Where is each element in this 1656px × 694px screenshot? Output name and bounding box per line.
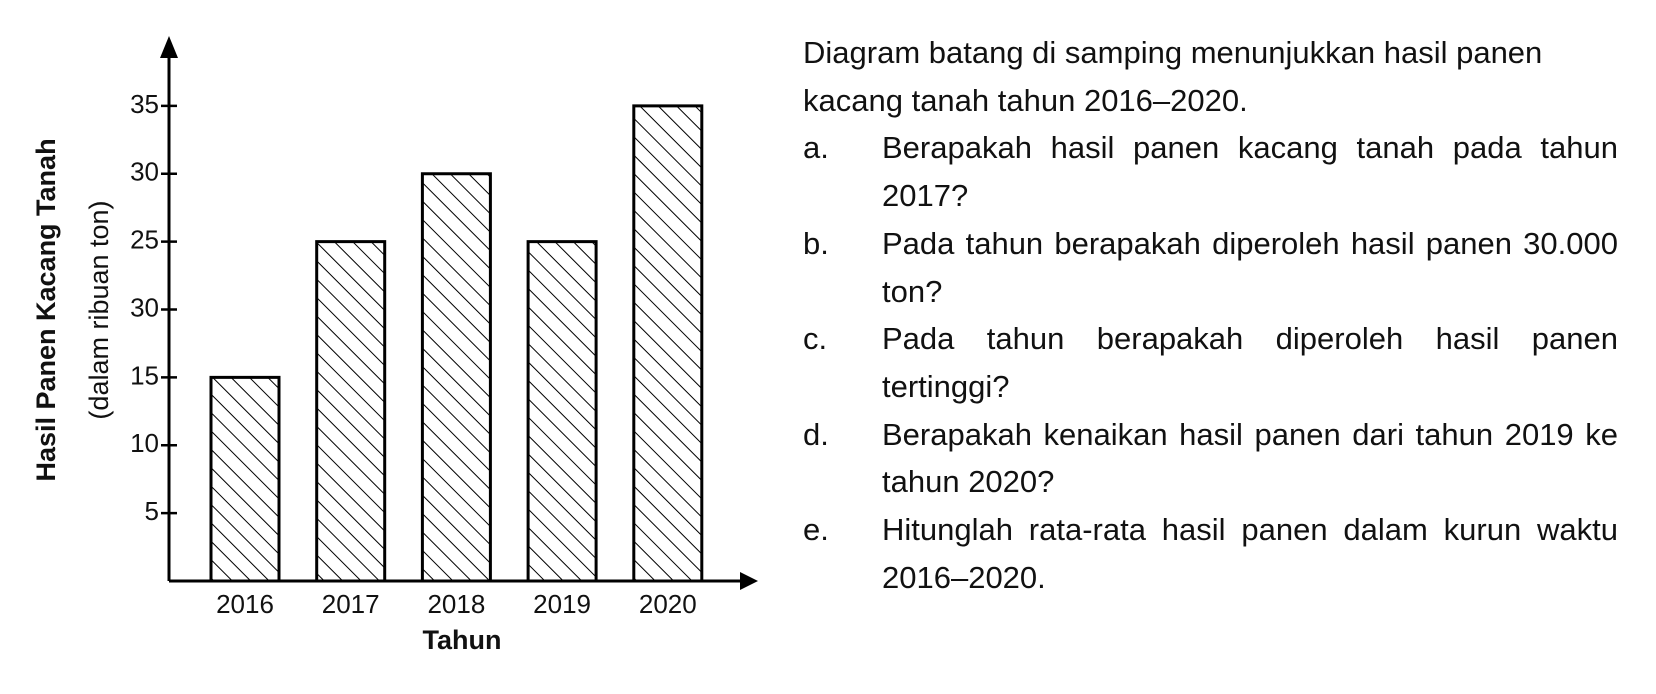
chart: Hasil Panen Kacang Tanah (dalam ribuan t…	[31, 36, 758, 655]
bar	[209, 375, 281, 583]
y-tick-label: 30	[130, 157, 159, 187]
bar	[315, 240, 387, 583]
y-tick-label: 30	[130, 292, 159, 322]
question: a. Berapakah hasil panen kacang tanah pad…	[803, 124, 1618, 219]
y-axis-note: (dalam ribuan ton)	[84, 200, 114, 419]
question-text: Pada tahun berapakah diperoleh hasil pan…	[882, 321, 1618, 404]
y-axis-title: Hasil Panen Kacang Tanah	[31, 138, 61, 481]
question: b. Pada tahun berapakah diperoleh hasil p…	[803, 220, 1618, 315]
y-tick-label: 5	[145, 496, 159, 526]
x-tick-label: 2020	[639, 589, 697, 619]
x-axis-arrow	[740, 572, 758, 590]
intro-text: Diagram batang di samping menunjukkan ha…	[803, 35, 1543, 118]
y-tick-label: 10	[130, 428, 159, 458]
question-text: Berapakah kenaikan hasil panen dari tahu…	[882, 416, 1618, 500]
x-tick-label: 2018	[427, 589, 485, 619]
question-text: Berapakah hasil panen kacang tanah pada …	[882, 130, 1618, 214]
bar	[632, 104, 704, 583]
question-text: Pada tahun berapakah diperoleh hasil pan…	[882, 225, 1618, 309]
question: c. Pada tahun berapakah diperoleh hasil p…	[803, 315, 1618, 410]
x-tick-label: 2016	[216, 589, 274, 619]
question-label: b.	[803, 225, 829, 261]
y-tick-label: 15	[130, 360, 159, 390]
questions: Diagram batang di samping menunjukkan ha…	[803, 29, 1618, 601]
y-tick-label: 25	[130, 225, 159, 255]
y-axis-arrow	[160, 36, 178, 58]
question-label: a.	[803, 130, 829, 166]
question-label: e.	[803, 512, 829, 548]
question: d. Berapakah kenaikan hasil panen dari ta…	[803, 411, 1618, 506]
y-tick-label: 35	[130, 89, 159, 119]
question-label: c.	[803, 321, 828, 357]
bar	[526, 240, 598, 583]
bar	[420, 172, 492, 583]
x-tick-label: 2019	[533, 589, 591, 619]
question-label: d.	[803, 416, 829, 452]
x-axis-title: Tahun	[423, 625, 502, 655]
question: e. Hitunglah rata-rata hasil panen dalam …	[803, 506, 1618, 601]
question-text: Hitunglah rata-rata hasil panen dalam ku…	[882, 512, 1618, 595]
x-tick-label: 2017	[322, 589, 380, 619]
